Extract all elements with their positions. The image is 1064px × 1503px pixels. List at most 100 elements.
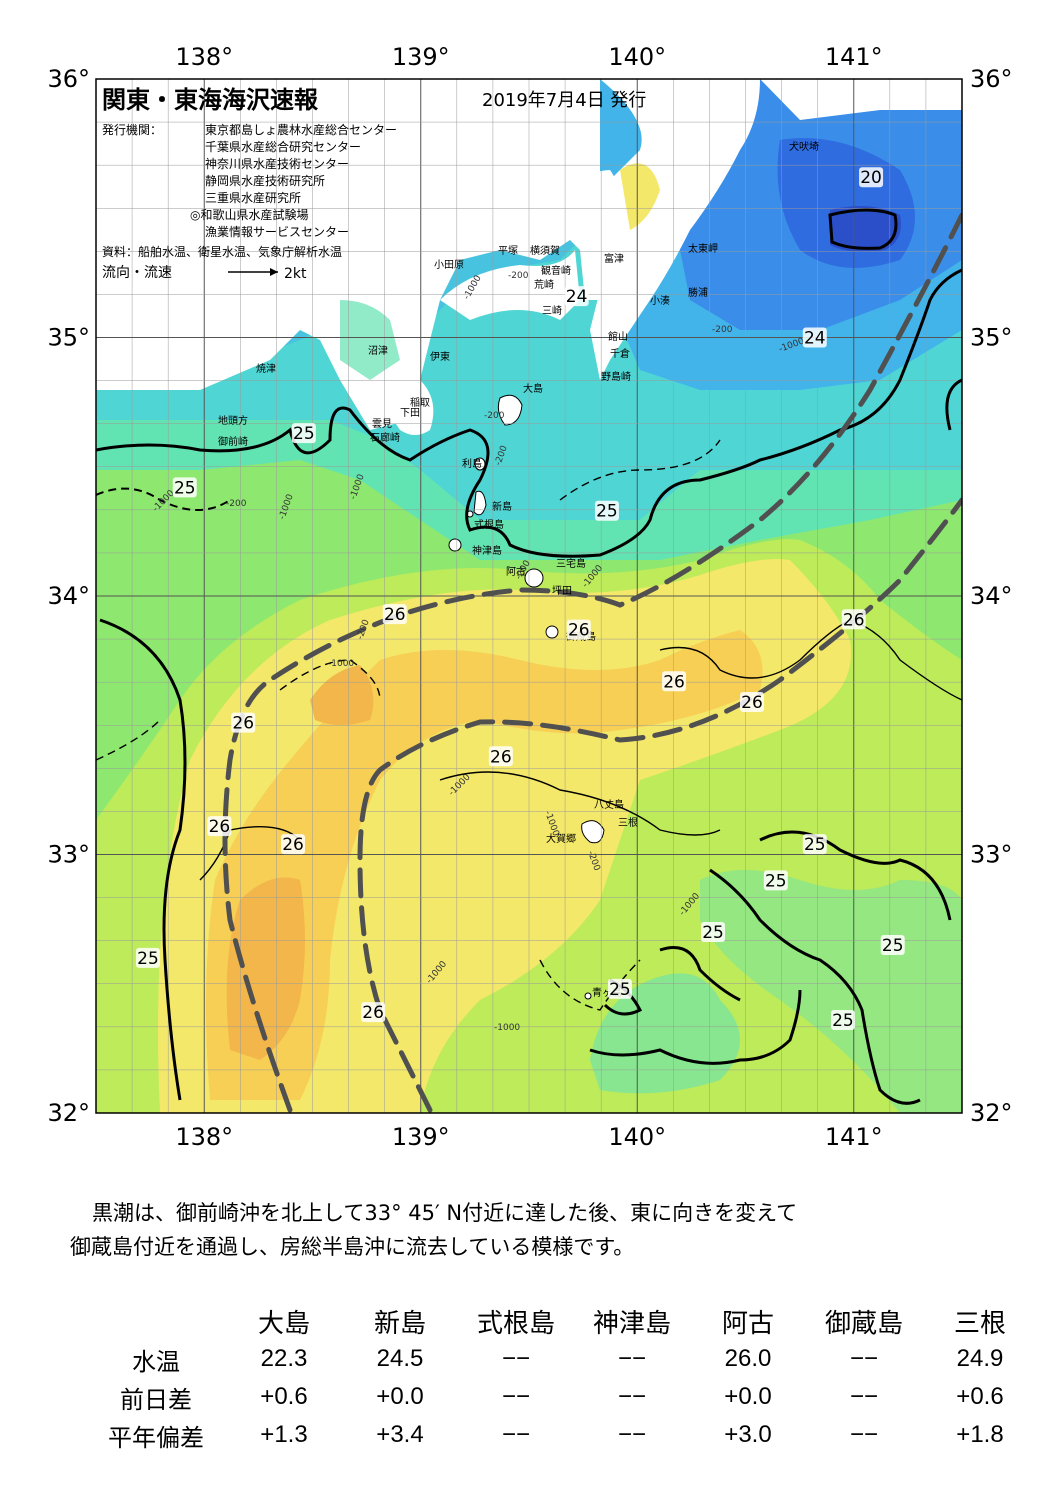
isotherm-label: 25 xyxy=(137,949,159,969)
place-label: 焼津 xyxy=(256,363,276,375)
issuer-line: 三重県水産研究所 xyxy=(205,190,301,205)
place-label: 地頭方 xyxy=(218,414,248,427)
table-cell: 24.5 xyxy=(376,1345,424,1372)
place-label: 沼津 xyxy=(368,344,388,357)
place-label: 平塚 xyxy=(498,245,518,257)
isotherm-label-bg xyxy=(231,712,256,733)
isotherm-label-bg xyxy=(566,619,591,640)
table-cell: −− xyxy=(849,1345,879,1372)
table-row: 前日差 +0.6 +0.0 −− −− +0.0 −− +0.6 xyxy=(86,1378,1038,1416)
column-header: 阿古 xyxy=(721,1307,774,1338)
table-cell: −− xyxy=(501,1421,531,1448)
table-cell: −− xyxy=(617,1383,647,1410)
isotherm-label-bg xyxy=(859,167,884,188)
table-row: 水温 22.3 24.5 −− −− 26.0 −− 24.9 xyxy=(86,1340,1038,1378)
isotherm-label-bg xyxy=(135,947,160,968)
table-cell: +3.0 xyxy=(724,1421,772,1448)
lat-label-right: 35° xyxy=(970,324,1013,352)
lon-label-bottom: 141° xyxy=(825,1123,883,1151)
isotherm-label-bg xyxy=(607,978,632,999)
lat-label-left: 35° xyxy=(47,324,90,352)
map-header: 関東・東海海沢速報 2019年7月4日 発行 発行機関： 東京都島しょ農林水産総… xyxy=(102,86,646,282)
table-cell: +0.0 xyxy=(376,1383,424,1410)
lon-label-top: 140° xyxy=(608,43,666,71)
lon-label-bottom: 139° xyxy=(392,1123,450,1151)
place-labels: 犬吠埼 太東岬 勝浦 小湊 富津 平塚 横須賀 観音崎 荒崎 三崎 館山 千倉 … xyxy=(218,140,819,999)
isotherm-label: 26 xyxy=(362,1003,384,1023)
isotherm-label: 26 xyxy=(663,672,685,692)
isotherm-label: 25 xyxy=(882,936,904,956)
row-header: 水温 xyxy=(132,1348,180,1376)
isotherm-label-bg xyxy=(739,691,764,712)
lat-label-right: 33° xyxy=(970,841,1013,869)
legend-label: 流向・流速 xyxy=(102,265,172,281)
depth-label: -200 xyxy=(712,325,733,335)
place-label: 式根島 xyxy=(474,518,504,531)
isotherm-label-bg xyxy=(594,500,619,521)
isotherm-label: 26 xyxy=(384,605,406,625)
issuer-line: ◎和歌山県水産試験場 xyxy=(190,207,308,222)
place-label: 御前崎 xyxy=(218,435,248,448)
isotherm-labels: 20 24 24 25 25 25 26 26 26 26 26 26 26 26 26 25 25 25 25 25… xyxy=(135,167,905,1031)
place-label: 雲見 xyxy=(372,418,392,430)
isotherm-label-bg xyxy=(841,609,866,630)
place-label: 石廊崎 xyxy=(370,431,400,444)
table-cell: +0.6 xyxy=(956,1383,1004,1410)
isotherm-label: 20 xyxy=(860,168,882,188)
isotherm-label: 25 xyxy=(596,502,618,522)
lat-label-right: 34° xyxy=(970,582,1013,610)
place-label: 富津 xyxy=(604,252,624,265)
map-svg: 138° 138° 139° 139° 140° 140° 141° 141° 36° 36° 35… xyxy=(47,43,1013,1151)
land xyxy=(96,79,962,1000)
issuer-line: 東京都島しょ農林水産総合センター xyxy=(205,122,397,137)
isotherm-label: 25 xyxy=(609,980,631,1000)
issuer-line: 神奈川県水産技術センター xyxy=(205,156,349,171)
isotherm-label: 26 xyxy=(568,621,590,641)
depth-label: -200 xyxy=(484,411,505,421)
place-label: 伊東 xyxy=(430,350,450,363)
place-label: 千倉 xyxy=(610,347,630,360)
table-cell: +0.6 xyxy=(260,1383,308,1410)
table-header-row: 大島 新島 式根島 神津島 阿古 御蔵島 三根 xyxy=(86,1302,1038,1340)
table-cell: +1.3 xyxy=(260,1421,308,1448)
depth-label: -1000 xyxy=(494,1023,520,1033)
isotherm-label-bg xyxy=(291,423,316,444)
isotherm-label-bg xyxy=(662,671,687,692)
issuer-line: 漁業情報サービスセンター xyxy=(205,225,349,239)
place-label: 小湊 xyxy=(650,294,670,307)
isotherm-label: 26 xyxy=(843,610,865,630)
map-frame xyxy=(95,78,963,1114)
place-label: 三宅島 xyxy=(556,557,586,570)
isotherm-label: 25 xyxy=(293,424,315,444)
isotherm-label: 26 xyxy=(741,693,763,713)
table-cell: 22.3 xyxy=(260,1345,308,1372)
depth-label: -1000 xyxy=(328,659,354,669)
issuer-line: 千葉県水産総合研究センター xyxy=(205,139,361,154)
isotherm-label-bg xyxy=(361,1002,386,1023)
lon-label-bottom: 138° xyxy=(175,1123,233,1151)
isotherm-label-bg xyxy=(802,327,827,348)
island-temperature-table: 大島 新島 式根島 神津島 阿古 御蔵島 三根 水温 22.3 24.5 −− … xyxy=(86,1302,1038,1454)
isotherm-label: 25 xyxy=(804,835,826,855)
isotherm-label: 26 xyxy=(209,817,231,837)
place-label: 八丈島 xyxy=(594,798,624,811)
column-header: 御蔵島 xyxy=(824,1307,903,1338)
isotherm-label-bg xyxy=(763,870,788,891)
place-label: 神津島 xyxy=(472,544,502,557)
depth-label: -200 xyxy=(226,499,247,509)
place-label: 利島 xyxy=(462,457,482,470)
lat-label-left: 33° xyxy=(47,841,90,869)
table-cell: −− xyxy=(501,1383,531,1410)
isotherm-label: 26 xyxy=(490,747,512,767)
sea-temperature-map: 138° 138° 139° 139° 140° 140° 141° 141° 36° 36° 35… xyxy=(47,43,1013,1151)
isotherm-label: 25 xyxy=(174,478,196,498)
lat-label-left: 36° xyxy=(47,65,90,93)
isotherm-label: 25 xyxy=(832,1011,854,1031)
table-cell: −− xyxy=(849,1421,879,1448)
table-cell: 24.9 xyxy=(956,1345,1004,1372)
place-label: 三崎 xyxy=(542,304,562,317)
isotherm-label-bg xyxy=(701,922,726,943)
lat-label-left: 34° xyxy=(47,582,90,610)
data-source: 資料：船舶水温、衛星水温、気象庁解析水温 xyxy=(102,244,342,259)
lon-label-top: 139° xyxy=(392,43,450,71)
